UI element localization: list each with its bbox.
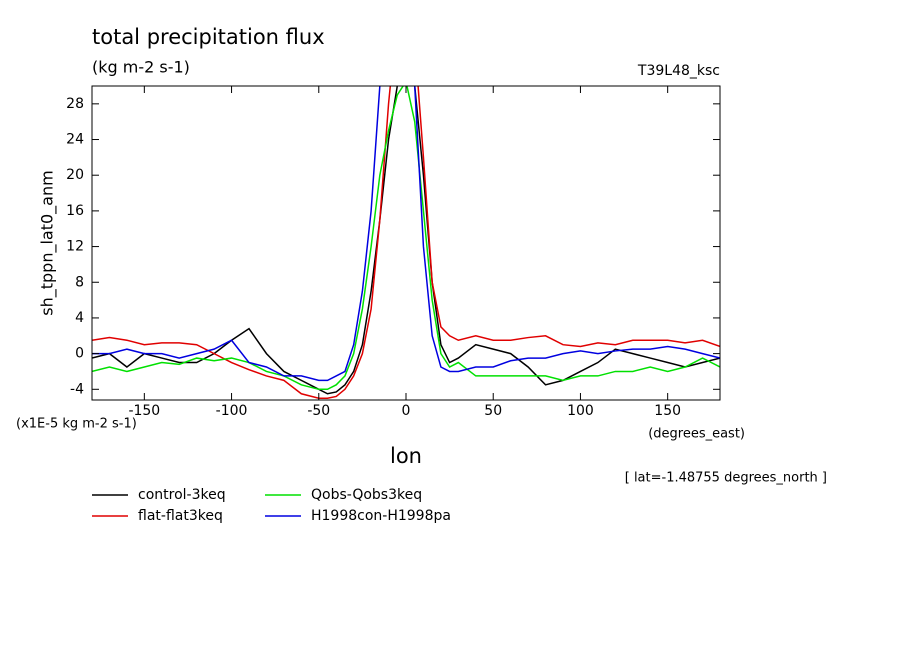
x-tick-label: 0 (402, 403, 411, 419)
x-tick-label: -50 (307, 403, 330, 419)
series-line (92, 86, 720, 399)
chart-title: total precipitation flux (92, 25, 325, 49)
y-units: (x1E-5 kg m-2 s-1) (16, 417, 137, 432)
y-tick-label: 12 (66, 239, 84, 255)
x-tick-label: -150 (128, 403, 160, 419)
x-axis-label: lon (390, 444, 422, 468)
dataset-label: T39L48_ksc (637, 63, 720, 79)
chart-subtitle: (kg m-2 s-1) (92, 58, 190, 77)
x-tick-label: 150 (654, 403, 681, 419)
x-units: (degrees_east) (648, 427, 745, 442)
legend-label: H1998con-H1998pa (311, 508, 451, 524)
y-tick-label: -4 (70, 381, 84, 397)
y-tick-label: 16 (66, 203, 84, 219)
y-tick-label: 20 (66, 167, 84, 183)
y-tick-label: 0 (75, 346, 84, 362)
y-tick-label: 4 (75, 310, 84, 326)
annotation: [ lat=-1.48755 degrees_north ] (625, 471, 827, 486)
series-line (92, 86, 720, 382)
x-tick-label: -100 (216, 403, 248, 419)
y-axis-label: sh_tppn_lat0_anm (38, 170, 58, 315)
plot-frame (91, 85, 721, 401)
y-tick-label: 8 (75, 274, 84, 290)
y-tick-label: 28 (66, 96, 84, 112)
legend-label: control-3keq (138, 487, 226, 503)
legend-label: Qobs-Qobs3keq (311, 487, 422, 503)
x-tick-label: 100 (567, 403, 594, 419)
x-tick-label: 50 (484, 403, 502, 419)
series-line (92, 86, 720, 391)
legend-label: flat-flat3keq (138, 508, 223, 524)
series-line (92, 86, 720, 395)
y-tick-label: 24 (66, 132, 84, 148)
plot-area (92, 86, 720, 399)
